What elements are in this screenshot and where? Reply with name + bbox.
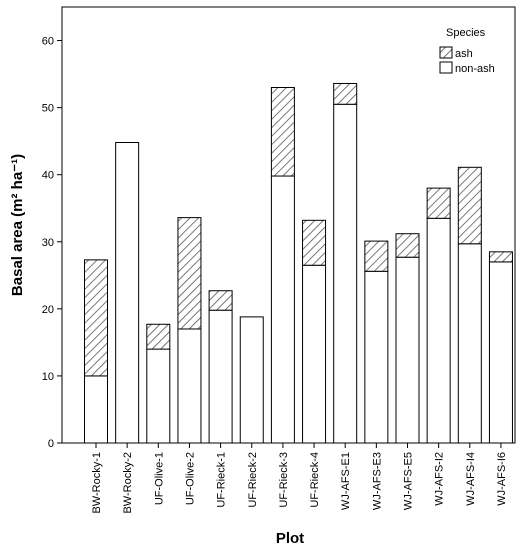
x-tick-label: UF-Olive-2 — [184, 452, 196, 505]
x-tick-label: UF-Olive-1 — [153, 452, 165, 505]
legend-swatch-ash — [439, 46, 453, 59]
legend-label-ash: ash — [455, 48, 473, 60]
x-tick-label: WJ-AFS-E1 — [340, 452, 352, 510]
x-tick-label: WJ-AFS-I2 — [434, 452, 446, 506]
y-axis-title: Basal area (m² ha⁻¹) — [9, 154, 26, 296]
bar-non-ash-WJ-AFS-E1 — [333, 103, 358, 444]
x-tick-label: UF-Rieck-3 — [278, 452, 290, 508]
x-tick-label: UF-Rieck-2 — [247, 452, 259, 508]
y-tick-label: 50 — [42, 103, 54, 115]
x-tick-label: WJ-AFS-E3 — [371, 452, 383, 510]
bar-non-ash-BW-Rocky-2 — [115, 142, 140, 444]
legend: Species ash non-ash — [439, 27, 495, 75]
y-tick-label: 10 — [42, 371, 54, 383]
bar-ash-UF-Rieck-1 — [208, 290, 233, 311]
bar-ash-UF-Olive-1 — [146, 323, 171, 350]
x-tick-label: WJ-AFS-E5 — [403, 452, 415, 510]
bar-non-ash-UF-Olive-1 — [146, 348, 171, 444]
y-tick-label: 30 — [42, 237, 54, 249]
bar-non-ash-WJ-AFS-I6 — [488, 261, 513, 444]
x-tick-label: BW-Rocky-1 — [91, 452, 103, 514]
bar-non-ash-UF-Rieck-2 — [239, 316, 264, 444]
bar-non-ash-WJ-AFS-E3 — [364, 270, 389, 444]
bar-ash-WJ-AFS-E3 — [364, 240, 389, 272]
bar-non-ash-WJ-AFS-I4 — [457, 243, 482, 444]
bar-ash-WJ-AFS-E1 — [333, 82, 358, 105]
x-axis-title: Plot — [276, 530, 304, 547]
bar-non-ash-WJ-AFS-E5 — [395, 256, 420, 444]
legend-swatch-non-ash — [439, 61, 453, 74]
x-tick-label: UF-Rieck-1 — [216, 452, 228, 508]
x-tick-label: UF-Rieck-4 — [309, 452, 321, 508]
y-tick-label: 60 — [42, 36, 54, 48]
y-axis: 0 10 20 30 40 50 60 — [42, 36, 62, 450]
bar-non-ash-UF-Rieck-1 — [208, 309, 233, 444]
x-tick-label: WJ-AFS-I4 — [465, 452, 477, 506]
legend-title: Species — [446, 27, 486, 39]
bar-non-ash-UF-Olive-2 — [177, 328, 202, 444]
bar-ash-WJ-AFS-I2 — [426, 187, 451, 219]
bar-non-ash-BW-Rocky-1 — [84, 375, 108, 444]
x-axis: BW-Rocky-1 BW-Rocky-2 UF-Olive-1 UF-Olive-2… — [91, 443, 508, 514]
bar-ash-BW-Rocky-1 — [84, 259, 108, 377]
y-tick-label: 40 — [42, 170, 54, 182]
bar-ash-WJ-AFS-I4 — [457, 166, 482, 245]
y-axis-title-text: Basal area (m² ha⁻¹) — [9, 154, 26, 296]
bar-ash-WJ-AFS-E5 — [395, 233, 420, 258]
legend-label-non-ash: non-ash — [455, 63, 495, 75]
bar-non-ash-UF-Rieck-3 — [270, 175, 295, 444]
y-tick-label: 20 — [42, 304, 54, 316]
x-tick-label: BW-Rocky-2 — [122, 452, 134, 514]
bar-ash-WJ-AFS-I6 — [488, 251, 513, 263]
bar-ash-UF-Olive-2 — [177, 217, 202, 330]
y-tick-label: 0 — [48, 438, 54, 450]
bar-ash-UF-Rieck-3 — [270, 86, 295, 177]
bar-ash-UF-Rieck-4 — [302, 219, 327, 266]
bar-non-ash-WJ-AFS-I2 — [426, 217, 451, 444]
bar-non-ash-UF-Rieck-4 — [302, 264, 327, 444]
x-tick-label: WJ-AFS-I6 — [496, 452, 508, 506]
bars — [84, 82, 513, 444]
